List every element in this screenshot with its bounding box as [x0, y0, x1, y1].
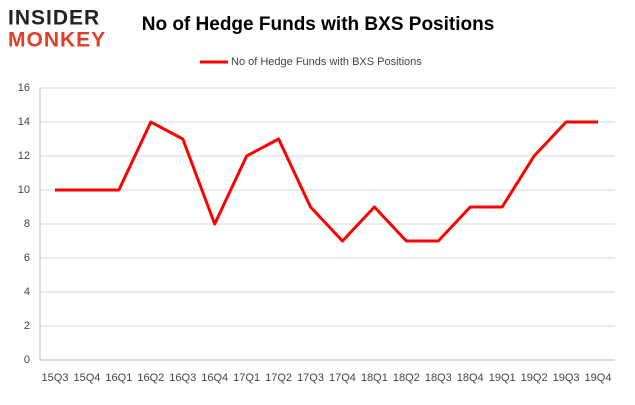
x-tick-label: 18Q1 [361, 372, 388, 384]
x-tick-label: 15Q4 [73, 372, 100, 384]
x-tick-label: 17Q4 [329, 372, 356, 384]
x-tick-label: 16Q4 [201, 372, 228, 384]
x-tick-label: 19Q2 [521, 372, 548, 384]
y-tick-label: 14 [18, 116, 30, 128]
x-tick-label: 17Q3 [297, 372, 324, 384]
x-tick-label: 17Q2 [265, 372, 292, 384]
y-tick-label: 4 [24, 286, 30, 298]
y-tick-label: 2 [24, 320, 30, 332]
x-tick-label: 18Q3 [425, 372, 452, 384]
x-tick-label: 18Q2 [393, 372, 420, 384]
chart-title: No of Hedge Funds with BXS Positions [142, 14, 495, 35]
y-tick-label: 8 [24, 218, 30, 230]
x-tick-label: 17Q1 [233, 372, 260, 384]
x-tick-label: 19Q1 [489, 372, 516, 384]
y-tick-label: 0 [24, 354, 30, 366]
x-tick-label: 15Q3 [42, 372, 69, 384]
legend-label: No of Hedge Funds with BXS Positions [231, 56, 422, 68]
x-tick-label: 16Q2 [137, 372, 164, 384]
logo-top: INSIDER [8, 7, 100, 30]
y-tick-label: 16 [18, 82, 30, 94]
x-tick-label: 16Q1 [105, 372, 132, 384]
x-tick-label: 19Q4 [585, 372, 612, 384]
y-tick-label: 6 [24, 252, 30, 264]
y-tick-label: 10 [18, 184, 30, 196]
x-tick-label: 19Q3 [553, 372, 580, 384]
x-tick-label: 18Q4 [457, 372, 484, 384]
x-tick-label: 16Q3 [169, 372, 196, 384]
y-tick-label: 12 [18, 150, 30, 162]
logo-bottom: MONKEY [8, 29, 106, 52]
series-line [55, 120, 598, 243]
